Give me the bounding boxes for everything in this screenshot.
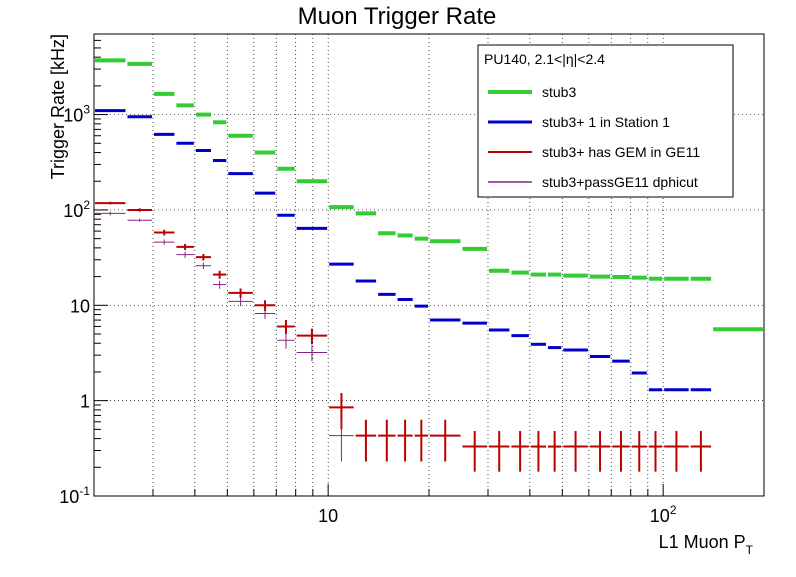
legend-label: stub3+ 1 in Station 1 [542, 114, 670, 130]
y-tick-label-exp: -1 [79, 484, 90, 498]
y-tick-label-base: 10 [59, 487, 79, 507]
legend-label: stub3 [542, 84, 576, 100]
y-tick-label-base: 10 [63, 106, 83, 126]
y-tick-label-base: 10 [63, 201, 83, 221]
x-tick-label-exp: 2 [670, 503, 677, 517]
series-2 [95, 109, 712, 392]
y-tick-label: 102 [63, 198, 90, 221]
y-tick-label: 10 [70, 296, 90, 316]
legend-label: stub3+passGE11 dphicut [542, 174, 698, 190]
x-axis-label-sub: T [746, 543, 754, 557]
x-axis-label: L1 Muon PT [659, 532, 754, 557]
y-tick-label-exp: 3 [83, 103, 90, 117]
x-tick-label: 102 [650, 503, 677, 526]
x-tick-label-base: 10 [318, 506, 338, 526]
chart-title: Muon Trigger Rate [298, 3, 497, 30]
series-4 [95, 211, 354, 462]
x-axis-label-main: L1 Muon P [659, 532, 746, 552]
legend-entries: stub3 stub3+ 1 in Station 1 stub3+ has GEM… [488, 84, 700, 190]
legend-label: stub3+ has GEM in GE11 [542, 144, 700, 160]
y-tick-label: 103 [63, 103, 90, 126]
x-tick-label: 10 [318, 506, 338, 526]
series-3 [95, 201, 712, 472]
y-tick-label: 10-1 [59, 484, 90, 507]
series-1 [95, 58, 763, 332]
x-tick-label-base: 10 [650, 506, 670, 526]
y-tick-label-base: 10 [70, 296, 90, 316]
y-tick-label-base: 1 [80, 392, 90, 412]
y-axis-label: Trigger Rate [kHz] [48, 34, 68, 179]
legend-title: PU140, 2.1<|η|<2.4 [484, 51, 605, 67]
legend: PU140, 2.1<|η|<2.4 stub3 stub3+ 1 in Stat… [477, 44, 734, 198]
y-tick-label: 1 [80, 392, 90, 412]
data-series [95, 58, 763, 472]
y-tick-label-exp: 2 [83, 198, 90, 212]
